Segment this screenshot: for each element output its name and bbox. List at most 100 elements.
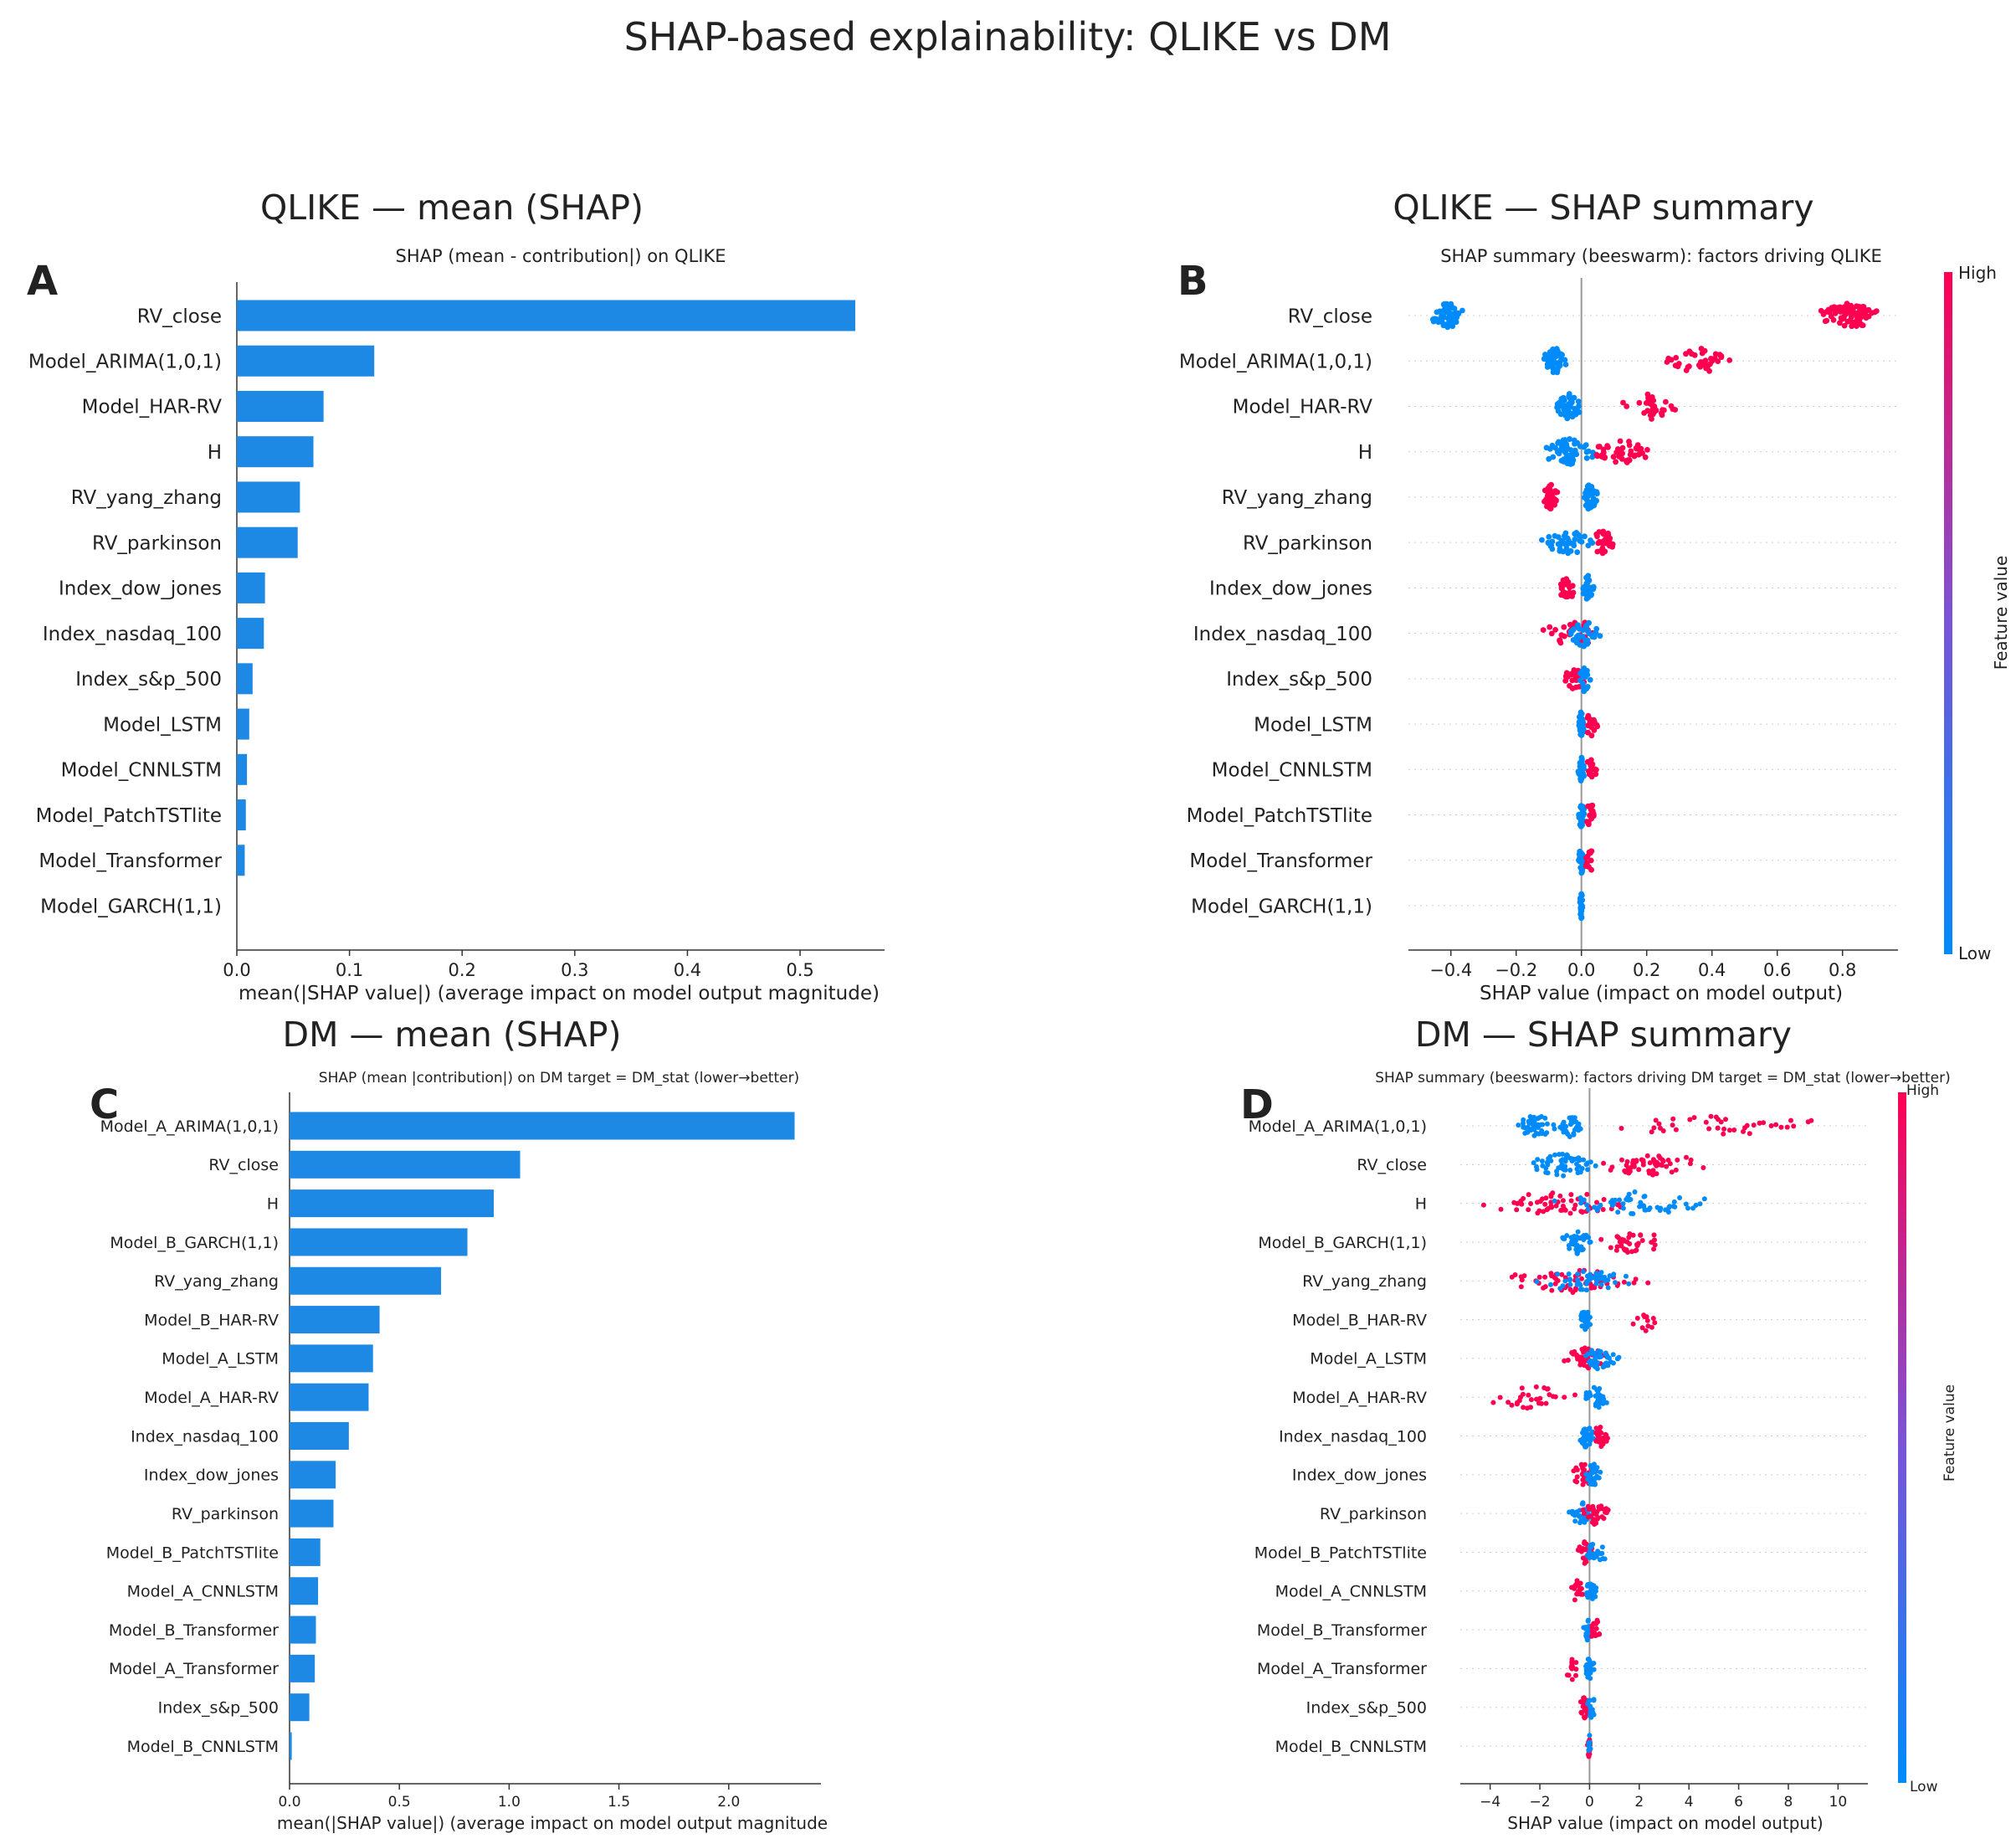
shap-point-high: [1691, 1115, 1697, 1121]
shap-point-low: [1607, 1273, 1613, 1279]
shap-point-low: [1586, 1433, 1592, 1439]
shap-point-high: [1561, 624, 1567, 630]
shap-point-high: [1600, 531, 1607, 537]
feature-label: Model_B_Transformer: [1257, 1621, 1427, 1640]
shap-point-high: [1773, 1122, 1779, 1127]
shap-point-high: [1708, 1113, 1714, 1119]
shap-point-low: [1584, 1634, 1590, 1640]
shap-point-low: [1577, 727, 1584, 733]
shap-point-high: [1534, 1396, 1539, 1402]
feature-label: RV_yang_zhang: [1302, 1272, 1427, 1291]
shap-point-high: [1837, 320, 1843, 326]
shap-point-high: [1616, 449, 1623, 455]
shap-point-low: [1577, 1235, 1583, 1241]
shap-point-high: [1687, 1161, 1693, 1167]
shap-point-high: [1585, 819, 1592, 825]
feature-label: Model_A_CNNLSTM: [1275, 1583, 1427, 1601]
shap-point-high: [1543, 1400, 1549, 1406]
shap-point-low: [1589, 634, 1596, 640]
shap-point-low: [1545, 1170, 1551, 1176]
shap-point-high: [1664, 1163, 1670, 1169]
shap-point-high: [1541, 1209, 1547, 1215]
shap-point-low: [1605, 1285, 1611, 1291]
shap-point-low: [1561, 1129, 1567, 1135]
shap-point-low: [1588, 1478, 1594, 1484]
shap-point-low: [1671, 1199, 1677, 1205]
shap-point-high: [1592, 1630, 1598, 1636]
shap-point-high: [1591, 718, 1598, 725]
category-label: Model_ARIMA(1,0,1): [28, 352, 222, 373]
category-label: RV_yang_zhang: [71, 487, 222, 509]
shap-point-low: [1578, 718, 1585, 725]
shap-point-high: [1569, 1677, 1575, 1682]
panel-d-colorbar-label: Feature value: [1942, 1384, 1958, 1482]
feature-label: Model_B_PatchTSTlite: [1254, 1544, 1427, 1562]
shap-point-high: [1588, 803, 1595, 809]
shap-point-high: [1566, 1672, 1572, 1678]
shap-point-high: [1562, 593, 1569, 600]
shap-point-low: [1587, 1425, 1593, 1431]
shap-point-high: [1791, 1123, 1797, 1129]
shap-point-low: [1596, 1354, 1602, 1360]
shap-point-high: [1577, 1580, 1583, 1586]
shap-point-high: [1636, 399, 1643, 406]
panel-d-plot-area: Model_A_ARIMA(1,0,1) RV_close H Model_B_GAR…: [1249, 1088, 1868, 1811]
category-label: Model_B_CNNLSTM: [127, 1738, 279, 1756]
category-label: Index_dow_jones: [144, 1466, 279, 1485]
panel-C-x-tick-label: 0.5: [388, 1794, 411, 1811]
shap-point-low: [1579, 1247, 1585, 1253]
shap-point-high: [1620, 399, 1626, 406]
shap-point-low: [1585, 1310, 1591, 1316]
shap-point-low: [1546, 455, 1552, 462]
shap-point-high: [1549, 1273, 1555, 1279]
panel-A-x-tick-label: 0.2: [449, 960, 476, 980]
shap-point-low: [1560, 394, 1567, 401]
shap-point-high: [1706, 1126, 1712, 1132]
shap-point-high: [1844, 300, 1850, 307]
shap-point-high: [1645, 1323, 1651, 1329]
shap-point-high: [1585, 729, 1591, 736]
shap-point-high: [1595, 540, 1602, 547]
category-label: Model_A_LSTM: [162, 1350, 279, 1369]
shap-point-low: [1585, 542, 1592, 549]
shap-point-high: [1617, 438, 1624, 444]
bar-model-arima-1-0-1: [237, 345, 375, 377]
shap-point-high: [1592, 1285, 1598, 1291]
shap-point-high: [1849, 323, 1855, 330]
shap-point-low: [1564, 535, 1571, 542]
shap-point-high: [1572, 1392, 1577, 1398]
category-label: Model_HAR-RV: [82, 397, 223, 419]
panel-B-x-tick-label: 0.4: [1698, 960, 1726, 980]
shap-point-high: [1673, 355, 1680, 361]
shap-point-high: [1526, 1207, 1531, 1213]
shap-point-high: [1686, 348, 1693, 355]
shap-point-high: [1562, 1358, 1567, 1364]
feature-label: Model_ARIMA(1,0,1): [1179, 352, 1372, 373]
shap-point-low: [1624, 1273, 1629, 1279]
shap-point-high: [1661, 407, 1667, 413]
shap-point-low: [1552, 1152, 1557, 1158]
shap-point-high: [1598, 1425, 1603, 1430]
shap-point-low: [1620, 1205, 1626, 1211]
shap-point-low: [1588, 1274, 1593, 1280]
shap-point-low: [1533, 1163, 1539, 1169]
shap-point-high: [1742, 1125, 1747, 1131]
shap-point-high: [1721, 1126, 1727, 1132]
shap-point-low: [1693, 1202, 1699, 1208]
bar-index-dow-jones: [237, 572, 265, 604]
shap-point-high: [1641, 410, 1647, 416]
shap-point-low: [1593, 1401, 1598, 1407]
shap-point-high: [1634, 1158, 1639, 1164]
shap-point-high: [1660, 1128, 1666, 1133]
shap-point-low: [1591, 488, 1597, 495]
bar-model-b-har-rv: [290, 1306, 380, 1334]
shap-point-high: [1574, 1467, 1580, 1472]
category-label: Index_s&p_500: [75, 669, 222, 691]
shap-point-high: [1649, 411, 1656, 418]
shap-point-high: [1703, 1119, 1709, 1125]
shap-point-low: [1596, 1386, 1602, 1392]
category-label: Index_dow_jones: [59, 578, 222, 600]
shap-point-low: [1572, 537, 1578, 542]
panel-b-plot-area: RV_close Model_ARIMA(1,0,1) Model_HAR-RV H R…: [1179, 278, 1898, 980]
shap-point-high: [1567, 1210, 1573, 1216]
